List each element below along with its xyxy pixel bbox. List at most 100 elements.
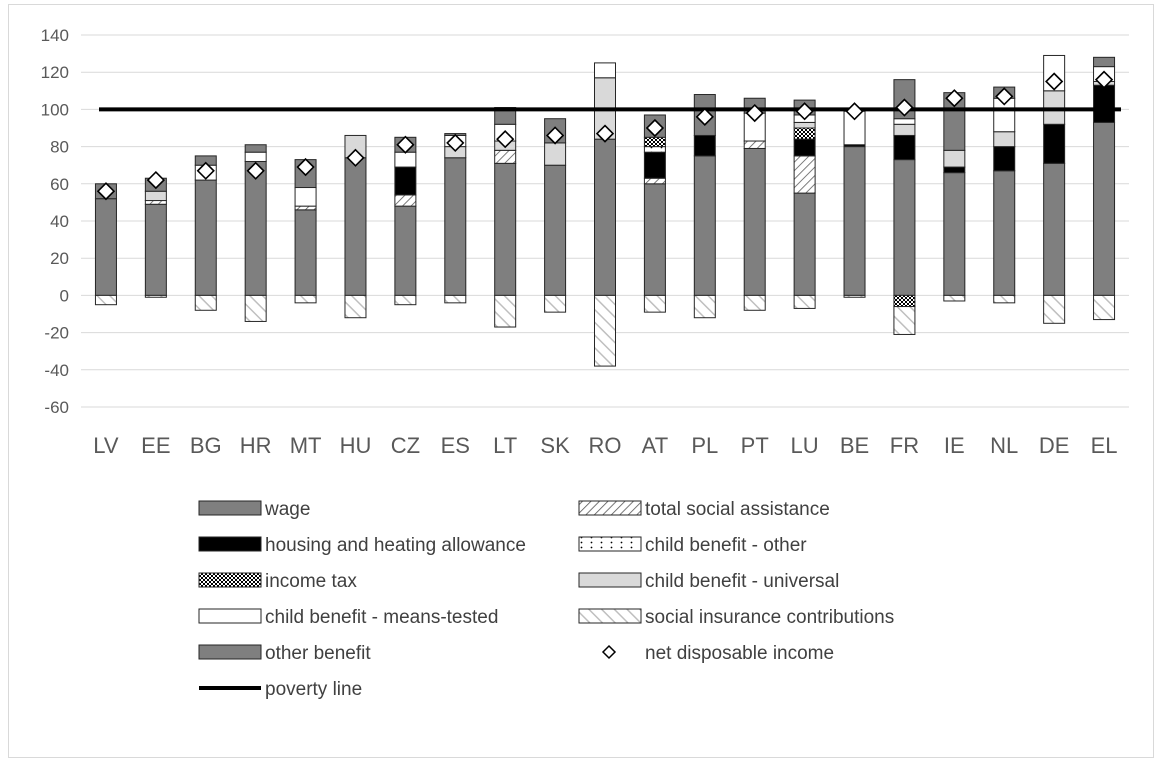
bar-segment-cb_univ bbox=[544, 142, 567, 166]
x-category-label: MT bbox=[290, 433, 322, 458]
bar-segment-housing bbox=[893, 134, 916, 161]
bar-segment-wage bbox=[643, 183, 666, 296]
bar-segment-sic bbox=[144, 294, 167, 298]
x-category-label: AT bbox=[642, 433, 668, 458]
net-income-marker bbox=[845, 102, 864, 121]
bar-segment-cb_means bbox=[394, 151, 417, 168]
bar-segment-cb_means bbox=[893, 118, 916, 125]
legend-item: child benefit - means-tested bbox=[198, 607, 498, 628]
legend-swatch bbox=[198, 500, 262, 516]
x-category-label: PT bbox=[741, 433, 769, 458]
bar-segment-wage bbox=[1093, 121, 1116, 296]
bar-segment-cb_other bbox=[643, 146, 666, 153]
legend-label: poverty line bbox=[265, 679, 362, 700]
x-category-label: RO bbox=[589, 433, 622, 458]
y-tick-label: 120 bbox=[41, 63, 69, 82]
bar-segment-social bbox=[643, 177, 666, 185]
bar-segment-wage bbox=[444, 157, 467, 296]
legend-label: net disposable income bbox=[645, 643, 834, 664]
bar-segment-sic bbox=[943, 294, 966, 302]
net-income-marker bbox=[246, 161, 265, 180]
net-income-marker bbox=[645, 118, 665, 138]
bar-segment-sic bbox=[1093, 294, 1116, 321]
bar-segment-wage bbox=[344, 157, 367, 296]
bar-segment-social bbox=[394, 194, 417, 207]
x-category-label: HR bbox=[240, 433, 272, 458]
x-category-label: BE bbox=[840, 433, 869, 458]
net-income-marker bbox=[995, 87, 1014, 106]
legend-label: child benefit - means-tested bbox=[265, 607, 498, 628]
net-income-marker bbox=[196, 161, 215, 180]
bar-segment-cb_univ bbox=[793, 121, 816, 129]
bar-segment-wage bbox=[943, 172, 966, 296]
legend-item: net disposable income bbox=[601, 643, 834, 664]
bar-segment-wage bbox=[843, 146, 866, 296]
net-income-marker bbox=[795, 102, 814, 121]
bar-segment-cb_univ bbox=[993, 131, 1016, 148]
bar-segment-cb_means bbox=[594, 62, 616, 79]
stacked-bar-chart: -60 -40 -20 0 20 40 60 80 100 120 140 LV EE BG HR MT HU C… bbox=[41, 26, 1129, 700]
net-income-marker bbox=[146, 170, 165, 190]
x-category-label: HU bbox=[340, 433, 372, 458]
legend-swatch bbox=[601, 644, 617, 660]
legend-item: child benefit - other bbox=[578, 535, 807, 556]
bar-segment-sic bbox=[743, 294, 766, 311]
x-category-label: FR bbox=[890, 433, 919, 458]
bar-segment-sic bbox=[244, 294, 267, 322]
bar-segment-wage bbox=[394, 205, 417, 296]
chart-frame: -60 -40 -20 0 20 40 60 80 100 120 140 LV EE BG HR MT HU C… bbox=[8, 4, 1154, 758]
bar-segment-wage bbox=[94, 198, 117, 296]
x-category-label: ES bbox=[441, 433, 470, 458]
bar-segment-housing bbox=[1043, 123, 1066, 164]
bar-segment-sic bbox=[594, 294, 616, 367]
x-category-label: SK bbox=[540, 433, 570, 458]
bar-segment-social bbox=[294, 205, 317, 211]
legend-swatch bbox=[578, 572, 642, 588]
bar-segment-social bbox=[144, 200, 167, 205]
net-income-marker bbox=[945, 89, 964, 108]
legend-swatch bbox=[198, 536, 262, 552]
legend-swatch bbox=[198, 572, 262, 588]
bar-segment-cb_univ bbox=[943, 149, 966, 168]
bar-segment-wage bbox=[793, 192, 816, 296]
bar-segment-sic bbox=[544, 294, 567, 313]
bar-segment-sic bbox=[993, 294, 1016, 304]
legend-label: child benefit - universal bbox=[645, 571, 839, 592]
bar-segment-sic bbox=[294, 294, 317, 304]
x-category-label: NL bbox=[990, 433, 1018, 458]
bar-segment-sic bbox=[444, 294, 467, 304]
net-income-marker bbox=[595, 124, 615, 143]
bar-segment-sic bbox=[793, 294, 816, 309]
bar-segment-sic bbox=[94, 294, 117, 306]
legend-label: child benefit - other bbox=[645, 535, 807, 556]
legend-label: housing and heating allowance bbox=[265, 535, 526, 556]
x-category-label: EE bbox=[141, 433, 170, 458]
legend-item: total social assistance bbox=[578, 499, 830, 520]
bar-segment-wage bbox=[693, 155, 716, 296]
bar-segment-wage bbox=[1043, 162, 1066, 296]
y-tick-label: 60 bbox=[50, 175, 69, 194]
bar-segment-wage bbox=[244, 160, 267, 296]
bar-segment-wage bbox=[194, 179, 217, 296]
legend-item: income tax bbox=[198, 571, 357, 592]
y-tick-label: -40 bbox=[44, 361, 69, 380]
y-tick-label: 140 bbox=[41, 26, 69, 45]
legend-swatch bbox=[198, 644, 262, 660]
net-income-marker bbox=[296, 157, 315, 177]
bar-segment-sic bbox=[344, 294, 367, 319]
bar-segment-wage bbox=[893, 159, 916, 296]
legend-swatch bbox=[578, 536, 642, 552]
x-category-label: BG bbox=[190, 433, 222, 458]
bar-segment-housing bbox=[943, 166, 966, 174]
bar-segment-sic bbox=[494, 294, 517, 328]
bar-segment-sic bbox=[893, 306, 916, 335]
net-income-marker bbox=[446, 133, 465, 153]
bar-segment-cb_univ bbox=[144, 190, 167, 202]
bar-segment-social bbox=[793, 155, 816, 194]
x-category-label: EL bbox=[1091, 433, 1118, 458]
y-tick-label: -60 bbox=[44, 398, 69, 417]
net-income-marker bbox=[1094, 70, 1114, 89]
legend-item: other benefit bbox=[198, 643, 371, 664]
x-category-label: LV bbox=[93, 433, 119, 458]
bar-segment-sic bbox=[1043, 294, 1066, 324]
